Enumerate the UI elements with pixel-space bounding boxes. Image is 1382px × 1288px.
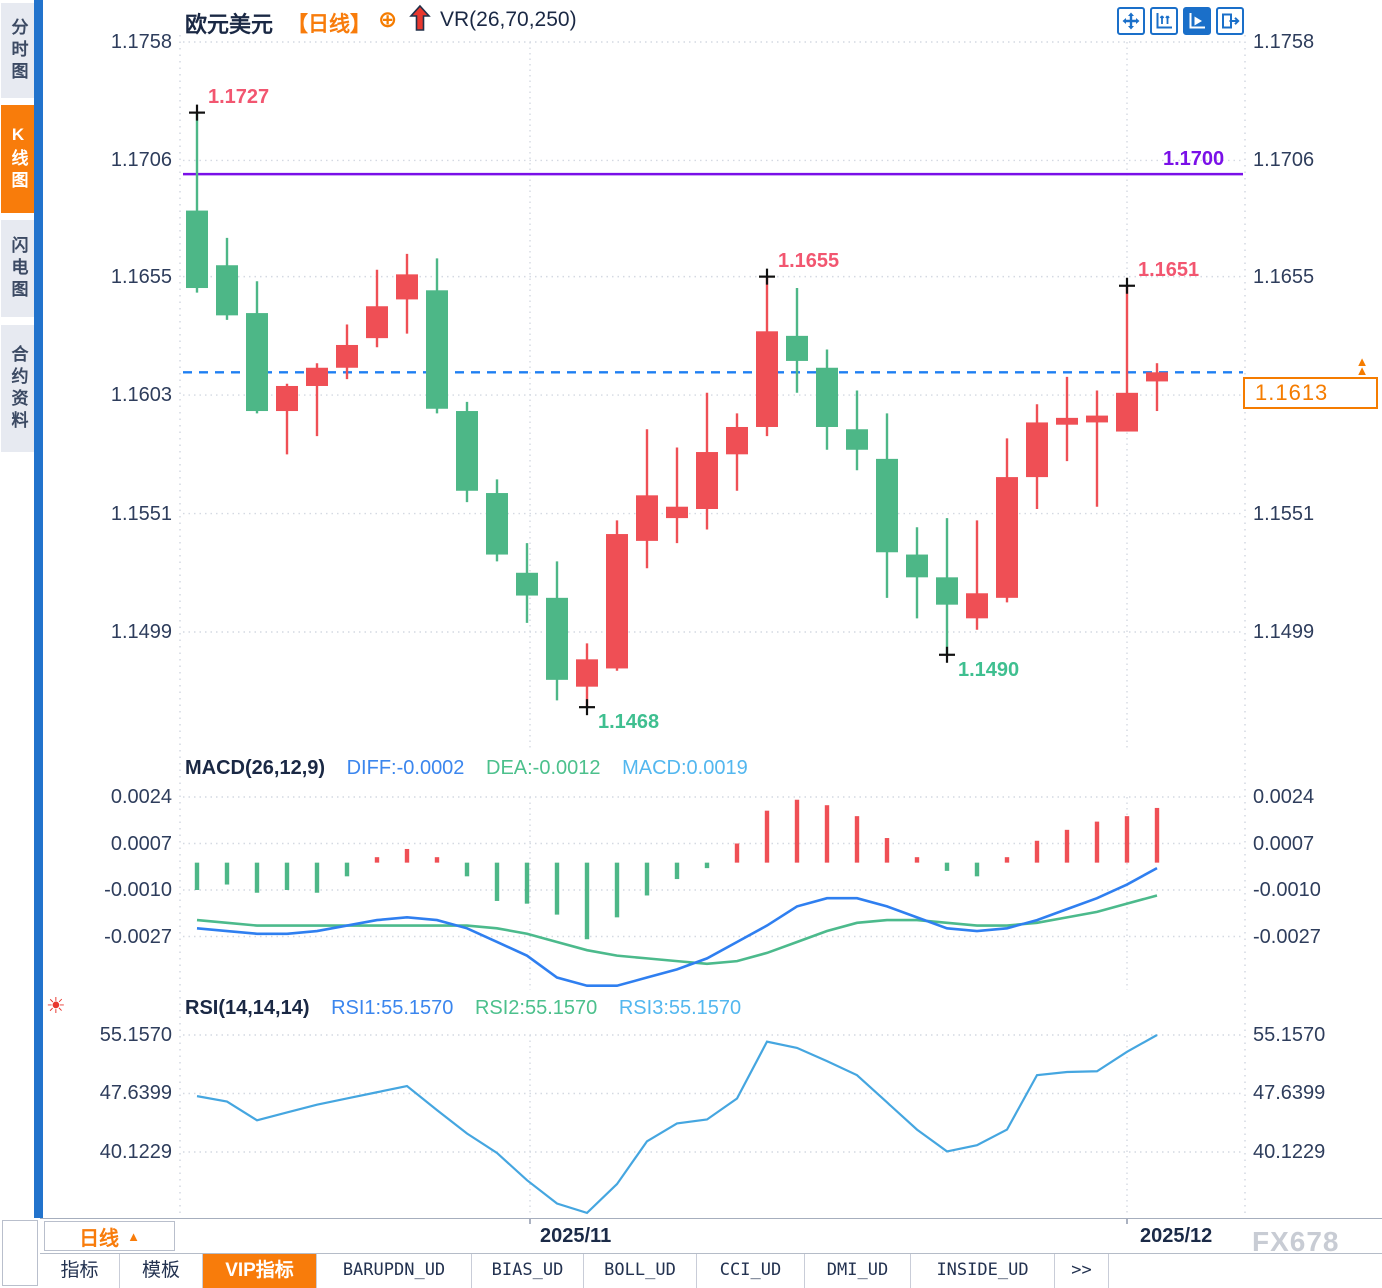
tab-vip-indicators[interactable]: VIP指标 bbox=[203, 1254, 317, 1288]
sidebar-item-time-share-chart[interactable]: 分时图 bbox=[1, 3, 35, 98]
move-icon[interactable] bbox=[1117, 7, 1145, 35]
tab-inside-ud[interactable]: INSIDE_UD bbox=[911, 1254, 1055, 1288]
tab-more[interactable]: >> bbox=[1055, 1254, 1109, 1288]
date-axis-label: 2025/12 bbox=[1140, 1225, 1213, 1247]
sidebar-item-contract-info[interactable]: 合约资料 bbox=[1, 325, 35, 452]
rsi2-value: RSI2:55.1570 bbox=[474, 997, 598, 1019]
price-up-arrow-icon: ▲ ▲ bbox=[1355, 354, 1369, 379]
indicator-settings-icon[interactable]: ☀ bbox=[46, 993, 66, 1018]
tab-templates[interactable]: 模板 bbox=[120, 1254, 203, 1288]
up-arrow-icon bbox=[408, 4, 432, 37]
tab-indicators[interactable]: 指标 bbox=[40, 1254, 120, 1288]
date-axis-label: 2025/11 bbox=[540, 1225, 612, 1247]
exit-right-icon[interactable] bbox=[1216, 7, 1244, 35]
tab-bias-ud[interactable]: BIAS_UD bbox=[472, 1254, 584, 1288]
sidebar-item-kline-chart[interactable]: K线图 bbox=[1, 105, 35, 213]
macd-name: MACD(26,12,9) bbox=[185, 757, 326, 779]
current-price-box: 1.1613 bbox=[1243, 377, 1378, 410]
rsi-name: RSI(14,14,14) bbox=[185, 997, 310, 1019]
indicator-tabbar: 指标 模板 VIP指标 BARUPDN_UD BIAS_UD BOLL_UD C… bbox=[40, 1253, 1382, 1288]
sidebar-item-lightning-chart[interactable]: 闪电图 bbox=[1, 220, 35, 317]
panel-divider bbox=[40, 1218, 1382, 1219]
watermark: FX678 bbox=[1252, 1226, 1340, 1257]
rsi1-value: RSI1:55.1570 bbox=[331, 997, 454, 1019]
axis-play-icon[interactable] bbox=[1183, 7, 1211, 35]
sidebar-bottom-panel bbox=[2, 1220, 38, 1286]
target-icon[interactable]: ⊕ bbox=[378, 6, 398, 32]
axis-range-icon[interactable] bbox=[1150, 7, 1178, 35]
tab-boll-ud[interactable]: BOLL_UD bbox=[584, 1254, 697, 1288]
macd-macd-value: MACD:0.0019 bbox=[622, 757, 748, 779]
period-selector[interactable]: 日线 ▲ bbox=[44, 1221, 175, 1251]
tab-barupdn-ud[interactable]: BARUPDN_UD bbox=[317, 1254, 472, 1288]
period-tag[interactable]: 【日线】 bbox=[287, 13, 371, 36]
tab-dmi-ud[interactable]: DMI_UD bbox=[805, 1254, 911, 1288]
symbol-title: 欧元美元 bbox=[185, 12, 274, 37]
rsi-header: RSI(14,14,14) RSI1:55.1570 RSI2:55.1570 … bbox=[185, 997, 741, 1020]
macd-header: MACD(26,12,9) DIFF:-0.0002 DEA:-0.0012 M… bbox=[185, 757, 748, 780]
sidebar-splitter[interactable] bbox=[34, 0, 43, 1218]
macd-dea-value: DEA:-0.0012 bbox=[486, 757, 601, 779]
period-selector-label: 日线 bbox=[79, 1227, 120, 1250]
chevron-up-icon: ▲ bbox=[127, 1228, 140, 1244]
macd-diff-value: DIFF:-0.0002 bbox=[346, 757, 465, 779]
rsi3-value: RSI3:55.1570 bbox=[618, 997, 742, 1019]
tab-cci-ud[interactable]: CCI_UD bbox=[697, 1254, 805, 1288]
resistance-level-label: 1.1700 bbox=[1163, 148, 1225, 171]
overlay-indicator-label: VR(26,70,250) bbox=[440, 8, 577, 31]
